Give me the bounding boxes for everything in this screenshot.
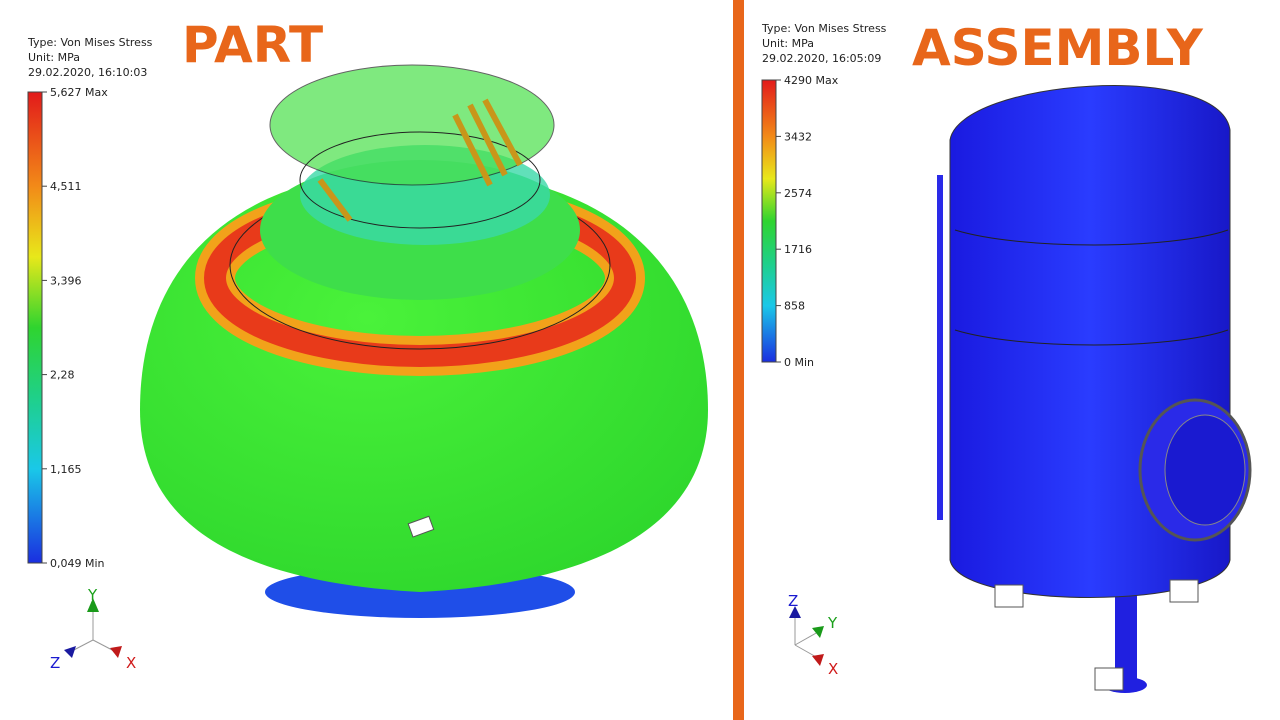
legend-type: Type: Von Mises Stress xyxy=(761,22,887,35)
legend-type: Type: Von Mises Stress xyxy=(27,36,153,49)
divider xyxy=(733,0,744,720)
axis-label: Z xyxy=(50,654,60,672)
axis-label: X xyxy=(126,654,136,672)
legend-label: 4,511 xyxy=(50,180,82,193)
axis-label: Y xyxy=(87,586,98,604)
legend-label: 5,627 Max xyxy=(50,86,108,99)
legend-label: 3432 xyxy=(784,130,812,143)
axis-label: X xyxy=(828,660,838,678)
color-scale xyxy=(761,79,777,363)
legend-labels: 4290 Max 3432 2574 1716 858 0 Min xyxy=(776,74,839,369)
assembly-model xyxy=(937,85,1252,693)
legend-unit: Unit: MPa xyxy=(28,51,80,64)
legend-label: 4290 Max xyxy=(784,74,839,87)
axis-triad: Z Y X xyxy=(788,592,838,678)
legend-date: 29.02.2020, 16:05:09 xyxy=(762,52,881,65)
axis-label: Z xyxy=(788,592,798,610)
legend-unit: Unit: MPa xyxy=(762,37,814,50)
legend-date: 29.02.2020, 16:10:03 xyxy=(28,66,147,79)
legend-label: 1716 xyxy=(784,243,812,256)
legend-label: 3,396 xyxy=(50,274,82,287)
part-legend: Type: Von Mises Stress Unit: MPa 29.02.2… xyxy=(27,36,153,564)
legend-label: 1,165 xyxy=(50,463,82,476)
assembly-legend: Type: Von Mises Stress Unit: MPa 29.02.2… xyxy=(761,22,887,363)
legend-label: 0,049 Min xyxy=(50,557,105,570)
panel-title: ASSEMBLY xyxy=(912,19,1204,77)
legend-label: 0 Min xyxy=(784,356,814,369)
legend-label: 858 xyxy=(784,300,805,313)
legend-labels: 5,627 Max 4,511 3,396 2,28 1,165 0,049 Min xyxy=(42,86,108,570)
legend-label: 2574 xyxy=(784,187,812,200)
axis-triad: Y Z X xyxy=(50,586,136,672)
legend-label: 2,28 xyxy=(50,369,75,382)
color-scale xyxy=(27,91,43,564)
panel-title: PART xyxy=(182,16,323,74)
axis-label: Y xyxy=(827,614,838,632)
part-model xyxy=(140,64,708,618)
